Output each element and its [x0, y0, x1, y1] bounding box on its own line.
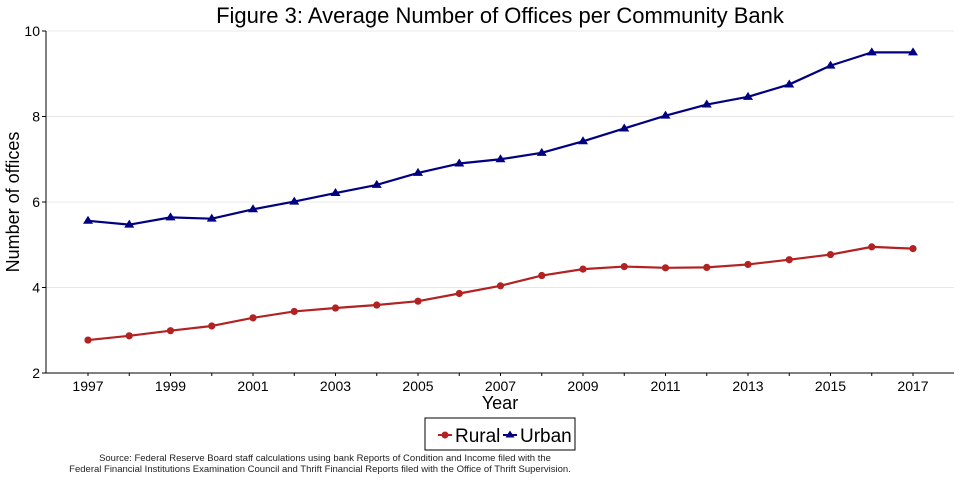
- x-tick-label: 2009: [567, 378, 598, 394]
- legend-label-rural: Rural: [455, 426, 500, 447]
- data-point-urban-2014: [784, 79, 795, 88]
- chart-title: Figure 3: Average Number of Offices per …: [216, 3, 785, 28]
- data-point-rural-2017: [909, 244, 917, 253]
- legend-item-rural: Rural: [438, 426, 500, 447]
- data-point-urban-1998: [124, 219, 135, 228]
- data-point-rural-2007: [496, 282, 505, 290]
- data-point-urban-2003: [330, 188, 341, 197]
- y-tick-label: 6: [32, 194, 40, 210]
- data-point-urban-2008: [536, 147, 547, 156]
- source-note-line-1: Source: Federal Reserve Board staff calc…: [99, 453, 551, 464]
- data-point-rural-2005: [414, 297, 422, 305]
- data-point-rural-2008: [538, 271, 546, 280]
- x-tick-label: 2005: [402, 378, 433, 394]
- y-tick-label: 4: [32, 280, 40, 296]
- data-point-rural-2002: [290, 307, 298, 316]
- source-note-line-2: Federal Financial Institutions Examinati…: [69, 464, 571, 475]
- data-point-urban-2000: [206, 213, 217, 222]
- legend-item-urban: Urban: [503, 426, 572, 447]
- data-point-rural-2000: [208, 322, 216, 330]
- series-rural: [84, 243, 917, 344]
- y-tick-label: 10: [24, 23, 40, 39]
- data-point-urban-2002: [289, 196, 300, 205]
- x-tick-label: 2011: [650, 378, 680, 394]
- data-point-rural-2015: [826, 250, 835, 259]
- data-point-urban-2006: [454, 158, 465, 167]
- x-ticks: 1997 1999 2001 2003 2005 2007 2009 2011 2013 2015…: [72, 373, 929, 394]
- x-tick-label: 1999: [155, 378, 186, 394]
- legend-label-urban: Urban: [520, 426, 572, 447]
- data-point-urban-1997: [83, 215, 93, 224]
- data-point-rural-2014: [785, 256, 793, 264]
- data-point-urban-2013: [743, 91, 753, 100]
- x-tick-label: 2003: [320, 378, 351, 394]
- y-tick-label: 2: [32, 365, 40, 381]
- data-point-rural-1998: [125, 332, 133, 340]
- data-point-rural-2012: [703, 263, 711, 272]
- data-point-rural-2003: [331, 304, 340, 312]
- data-point-urban-2005: [413, 167, 423, 176]
- data-point-rural-2010: [620, 262, 628, 271]
- series-line-urban: [87, 51, 913, 226]
- x-tick-label: 2007: [485, 378, 516, 394]
- data-point-urban-2004: [371, 179, 382, 188]
- y-axis-label: Number of offices: [3, 132, 23, 273]
- data-point-urban-2009: [578, 136, 588, 145]
- data-point-rural-2016: [868, 243, 876, 251]
- x-tick-label: 2015: [815, 378, 846, 394]
- x-axis-label: Year: [482, 393, 518, 413]
- legend-urban-marker-icon: [505, 430, 515, 438]
- data-point-rural-1997: [84, 336, 92, 344]
- y-tick-label: 8: [32, 109, 40, 125]
- legend-rural-marker-icon: [441, 431, 449, 439]
- data-point-urban-2011: [660, 110, 671, 119]
- data-point-urban-2016: [866, 47, 877, 56]
- data-point-urban-2007: [495, 154, 506, 163]
- data-point-rural-2011: [661, 264, 670, 272]
- x-tick-label: 2017: [897, 378, 928, 394]
- data-point-rural-2009: [579, 265, 587, 273]
- legend: Rural Urban: [424, 417, 576, 451]
- data-point-urban-1999: [165, 212, 176, 221]
- data-point-rural-2013: [744, 260, 752, 269]
- series-urban: [83, 47, 918, 228]
- data-point-rural-2006: [455, 289, 463, 298]
- data-point-urban-2012: [701, 99, 712, 108]
- data-point-urban-2017: [908, 47, 918, 56]
- y-ticks: 2 4 6 8 10: [24, 23, 46, 381]
- data-point-rural-2004: [373, 301, 381, 309]
- x-tick-label: 2013: [732, 378, 763, 394]
- x-tick-label: 2001: [237, 378, 268, 394]
- data-point-urban-2015: [825, 60, 836, 69]
- data-point-urban-2001: [248, 204, 258, 213]
- x-tick-label: 1997: [72, 378, 103, 394]
- data-point-rural-2001: [249, 314, 257, 322]
- data-point-urban-2010: [619, 123, 630, 132]
- series: [83, 47, 918, 344]
- data-point-rural-1999: [166, 327, 175, 335]
